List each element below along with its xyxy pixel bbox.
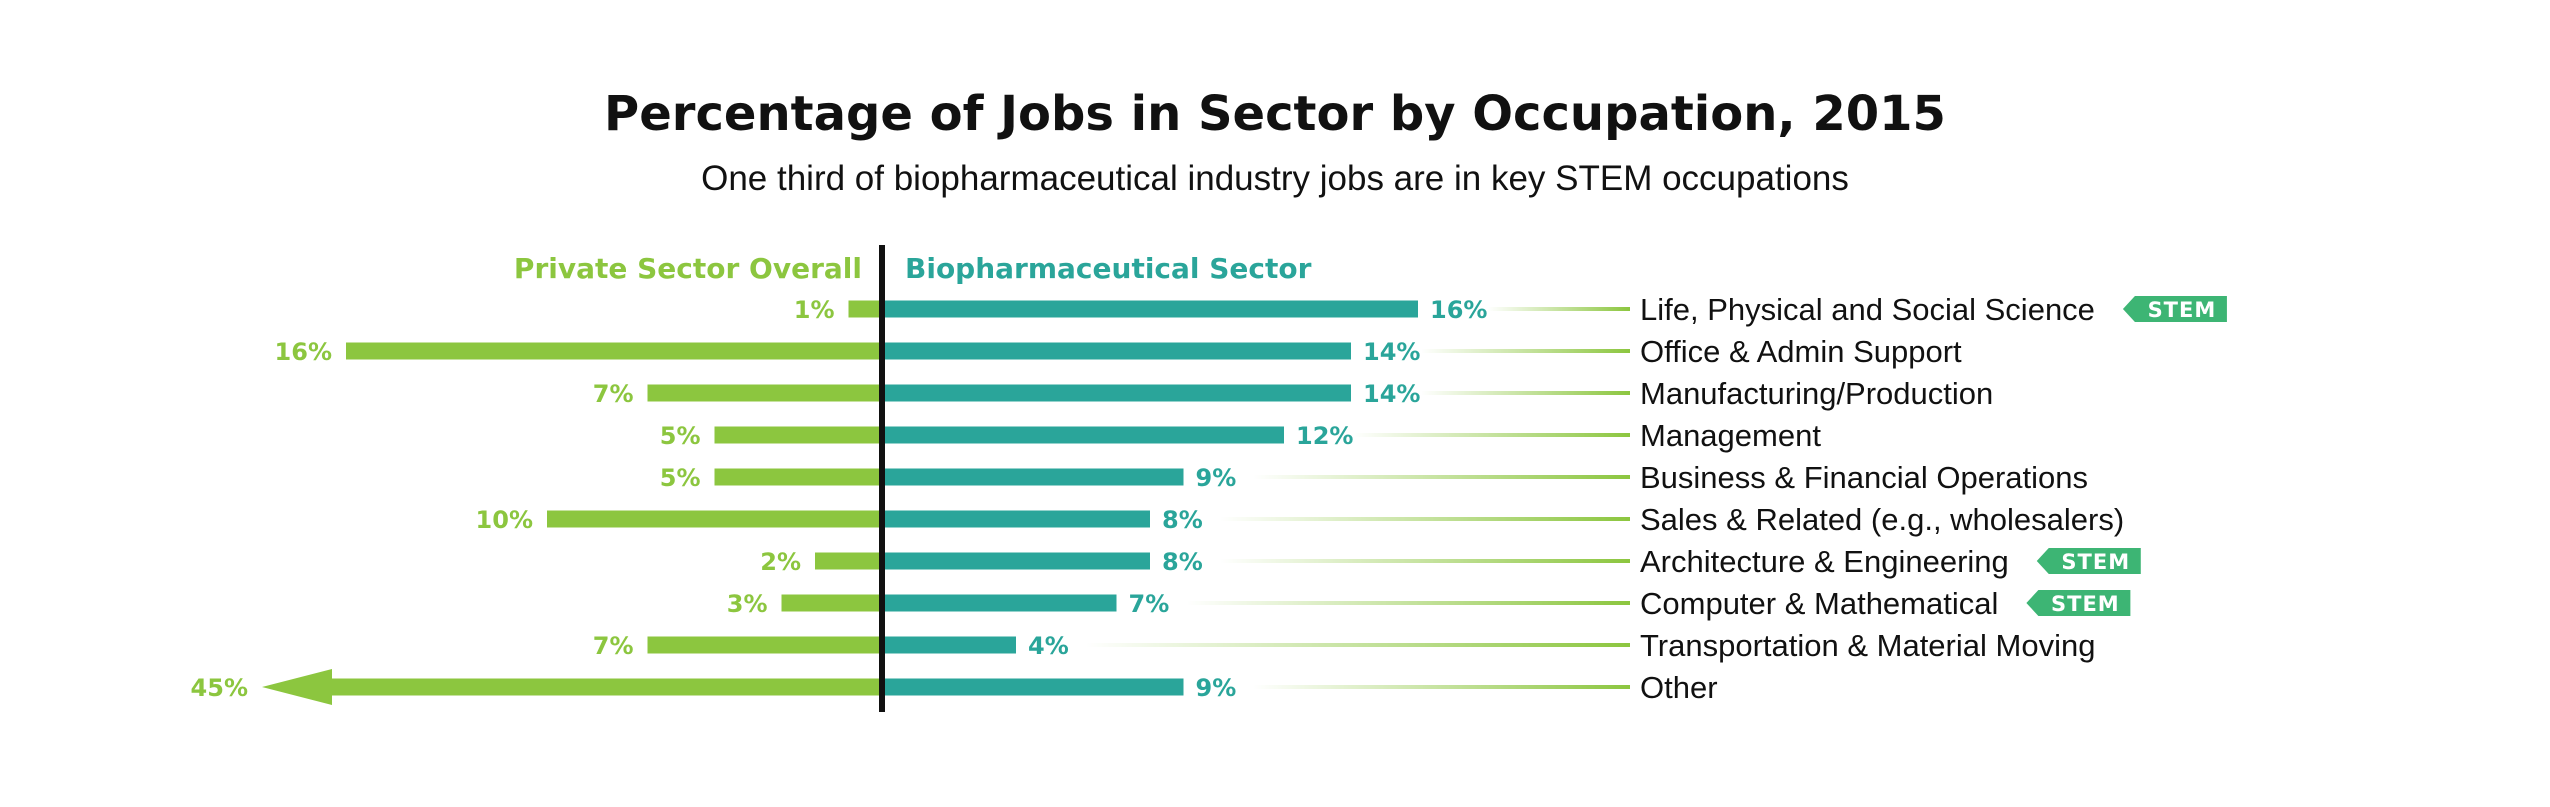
- bar-biopharma-sales-related-e-g-wholesalers: [882, 510, 1150, 528]
- stem-badge-architecture-engineering: [2036, 548, 2141, 574]
- category-label-sales-related-e-g-wholesalers: Sales & Related (e.g., wholesalers): [1640, 502, 2124, 537]
- bar-biopharma-office-admin-support: [882, 342, 1351, 360]
- bar-private-manufacturing-production: [647, 384, 882, 402]
- stem-badge-computer-mathematical: [2026, 590, 2131, 616]
- bar-biopharma-other: [882, 678, 1184, 696]
- leader-line-architecture-engineering: [1220, 559, 1630, 563]
- bar-private-office-admin-support: [346, 342, 882, 360]
- value-label-private-other: 45%: [191, 674, 248, 702]
- value-label-biopharma-sales-related-e-g-wholesalers: 8%: [1162, 506, 1203, 534]
- leader-line-business-financial-operations: [1253, 475, 1630, 479]
- series-name-biopharma: Biopharmaceutical Sector: [905, 252, 1312, 285]
- leader-line-other: [1253, 685, 1630, 689]
- leader-line-computer-mathematical: [1186, 601, 1630, 605]
- value-label-biopharma-office-admin-support: 14%: [1363, 338, 1420, 366]
- value-label-private-life-physical-and-social-science: 1%: [794, 296, 835, 324]
- value-label-biopharma-manufacturing-production: 14%: [1363, 380, 1420, 408]
- value-label-biopharma-business-financial-operations: 9%: [1196, 464, 1237, 492]
- value-label-private-transportation-material-moving: 7%: [593, 632, 634, 660]
- value-label-biopharma-architecture-engineering: 8%: [1162, 548, 1203, 576]
- category-label-management: Management: [1640, 418, 1821, 453]
- bar-biopharma-life-physical-and-social-science: [882, 300, 1418, 318]
- bar-biopharma-business-financial-operations: [882, 468, 1184, 486]
- category-label-other: Other: [1640, 670, 1718, 705]
- bar-private-architecture-engineering: [815, 552, 882, 570]
- bar-private-other-arrow: [262, 669, 882, 705]
- bar-biopharma-manufacturing-production: [882, 384, 1351, 402]
- value-label-private-management: 5%: [660, 422, 701, 450]
- category-label-life-physical-and-social-science: Life, Physical and Social Science: [1640, 292, 2095, 327]
- bar-private-transportation-material-moving: [647, 636, 882, 654]
- value-label-biopharma-other: 9%: [1196, 674, 1237, 702]
- category-label-business-financial-operations: Business & Financial Operations: [1640, 460, 2088, 495]
- category-label-office-admin-support: Office & Admin Support: [1640, 334, 1962, 369]
- leader-line-management: [1354, 433, 1630, 437]
- value-label-private-sales-related-e-g-wholesalers: 10%: [476, 506, 533, 534]
- category-label-manufacturing-production: Manufacturing/Production: [1640, 376, 1993, 411]
- leader-line-transportation-material-moving: [1086, 643, 1630, 647]
- value-label-private-manufacturing-production: 7%: [593, 380, 634, 408]
- bar-private-computer-mathematical: [781, 594, 882, 612]
- category-label-transportation-material-moving: Transportation & Material Moving: [1640, 628, 2095, 663]
- bar-biopharma-management: [882, 426, 1284, 444]
- bar-private-management: [714, 426, 882, 444]
- stem-badge-text-life-physical-and-social-science: STEM: [2148, 298, 2217, 322]
- bar-private-sales-related-e-g-wholesalers: [547, 510, 882, 528]
- stem-badge-life-physical-and-social-science: [2122, 296, 2227, 322]
- value-label-biopharma-management: 12%: [1296, 422, 1353, 450]
- chart-title: Percentage of Jobs in Sector by Occupati…: [604, 86, 1946, 142]
- leader-line-manufacturing-production: [1421, 391, 1630, 395]
- bar-private-business-financial-operations: [714, 468, 882, 486]
- bar-biopharma-computer-mathematical: [882, 594, 1117, 612]
- category-label-computer-mathematical: Computer & Mathematical: [1640, 586, 1998, 621]
- leader-line-sales-related-e-g-wholesalers: [1220, 517, 1630, 521]
- value-label-private-architecture-engineering: 2%: [760, 548, 801, 576]
- bar-biopharma-architecture-engineering: [882, 552, 1150, 570]
- category-label-architecture-engineering: Architecture & Engineering: [1640, 544, 2009, 579]
- series-name-private: Private Sector Overall: [514, 252, 862, 285]
- chart-marks: 16% Life, Physical and Social Science 1% 14…: [191, 292, 2227, 705]
- stem-badge-text-architecture-engineering: STEM: [2061, 550, 2130, 574]
- chart-subtitle: One third of biopharmaceutical industry …: [701, 159, 1849, 198]
- value-label-private-computer-mathematical: 3%: [727, 590, 768, 618]
- value-label-biopharma-transportation-material-moving: 4%: [1028, 632, 1069, 660]
- leader-line-office-admin-support: [1421, 349, 1630, 353]
- leader-line-life-physical-and-social-science: [1488, 307, 1630, 311]
- stem-badge-text-computer-mathematical: STEM: [2051, 592, 2120, 616]
- value-label-biopharma-computer-mathematical: 7%: [1129, 590, 1170, 618]
- value-label-private-business-financial-operations: 5%: [660, 464, 701, 492]
- value-label-private-office-admin-support: 16%: [275, 338, 332, 366]
- value-label-biopharma-life-physical-and-social-science: 16%: [1430, 296, 1487, 324]
- bar-biopharma-transportation-material-moving: [882, 636, 1016, 654]
- bar-private-life-physical-and-social-science: [848, 300, 882, 318]
